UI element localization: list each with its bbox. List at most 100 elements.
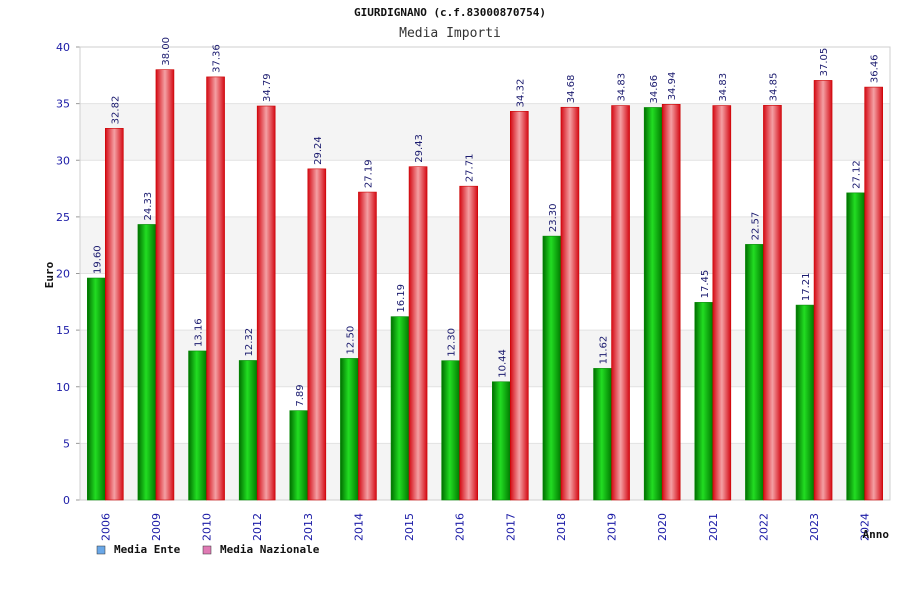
y-tick-label: 5 — [63, 437, 70, 450]
x-tick-label: 2015 — [403, 513, 416, 541]
bar-media-nazionale-2022 — [763, 105, 782, 501]
bar-media-nazionale-2019 — [611, 105, 630, 501]
data-label-media-ente-2019: 11.62 — [599, 336, 610, 365]
x-tick-label: 2010 — [201, 513, 214, 541]
data-label-media-nazionale-2009: 38.00 — [161, 37, 172, 66]
legend-swatch-media-nazionale — [202, 545, 212, 555]
bar-media-nazionale-2015 — [408, 166, 428, 501]
data-label-media-ente-2024: 27.12 — [852, 160, 863, 189]
bar-media-nazionale-2013 — [307, 168, 327, 501]
bar-media-ente-2024 — [846, 192, 865, 501]
data-label-media-nazionale-2019: 34.83 — [617, 73, 628, 102]
bar-media-nazionale-2016 — [459, 185, 478, 501]
data-label-media-ente-2015: 16.19 — [396, 284, 407, 313]
bar-media-nazionale-2014 — [358, 191, 377, 501]
y-tick-label: 15 — [56, 324, 70, 337]
bar-media-nazionale-2018 — [560, 106, 580, 501]
y-tick-label: 10 — [56, 381, 70, 394]
bar-media-nazionale-2023 — [813, 80, 833, 501]
chart-subtitle: Media Importi — [399, 26, 501, 41]
data-label-media-nazionale-2016: 27.71 — [465, 154, 476, 183]
x-tick-label: 2023 — [808, 513, 821, 541]
bar-media-ente-2017 — [492, 381, 511, 501]
bar-media-ente-2015 — [390, 316, 410, 501]
bar-media-ente-2021 — [694, 302, 714, 501]
chart-title: GIURDIGNANO (c.f.83000870754) — [354, 6, 546, 19]
bar-media-nazionale-2010 — [206, 76, 225, 501]
bar-media-ente-2014 — [340, 358, 359, 501]
y-tick-label: 40 — [56, 41, 70, 54]
bar-media-ente-2018 — [542, 235, 562, 501]
data-label-media-nazionale-2017: 34.32 — [515, 79, 526, 108]
data-label-media-nazionale-2024: 36.46 — [870, 54, 881, 83]
data-label-media-ente-2016: 12.30 — [447, 328, 458, 357]
data-label-media-nazionale-2020: 34.94 — [667, 72, 678, 101]
x-tick-label: 2019 — [606, 513, 619, 541]
y-tick-label: 30 — [56, 154, 70, 167]
bar-media-ente-2012 — [238, 360, 258, 501]
x-tick-label: 2021 — [707, 513, 720, 541]
data-label-media-nazionale-2021: 34.83 — [718, 73, 729, 102]
bar-media-nazionale-2009 — [155, 69, 175, 501]
x-axis-label: Anno — [863, 528, 890, 541]
data-label-media-ente-2013: 7.89 — [295, 384, 306, 406]
x-tick-label: 2024 — [859, 513, 872, 541]
legend: Media Ente Media Nazionale — [96, 543, 320, 556]
data-label-media-ente-2020: 34.66 — [649, 75, 660, 104]
data-label-media-ente-2017: 10.44 — [497, 349, 508, 378]
data-label-media-nazionale-2006: 32.82 — [110, 96, 121, 125]
plot-area: 0 5 10 15 20 25 30 35 40 19.60 32.82 2006 24.33 38.00… — [56, 37, 891, 541]
data-label-media-ente-2009: 24.33 — [143, 192, 154, 221]
x-tick-label: 2017 — [504, 513, 517, 541]
data-label-media-nazionale-2023: 37.05 — [819, 48, 830, 77]
data-label-media-nazionale-2013: 29.24 — [313, 136, 324, 165]
data-label-media-ente-2023: 17.21 — [801, 272, 812, 301]
y-tick-label: 25 — [56, 211, 70, 224]
x-tick-label: 2006 — [99, 513, 112, 541]
data-label-media-ente-2006: 19.60 — [92, 245, 103, 274]
bar-media-nazionale-2006 — [105, 128, 124, 501]
data-label-media-ente-2022: 22.57 — [750, 212, 761, 241]
bar-media-ente-2010 — [188, 350, 207, 501]
bar-media-ente-2016 — [441, 360, 460, 501]
y-tick-label: 35 — [56, 98, 70, 111]
y-tick-label: 0 — [63, 494, 70, 507]
x-tick-label: 2018 — [555, 513, 568, 541]
bar-media-ente-2020 — [643, 107, 663, 501]
bar-media-nazionale-2024 — [864, 86, 883, 501]
bar-media-ente-2006 — [87, 277, 106, 501]
bar-media-ente-2019 — [593, 368, 612, 501]
y-tick-label: 20 — [56, 268, 70, 281]
bar-media-nazionale-2021 — [712, 105, 732, 501]
x-tick-label: 2016 — [454, 513, 467, 541]
plot-frame — [79, 46, 891, 501]
data-label-media-ente-2014: 12.50 — [345, 326, 356, 355]
data-label-media-nazionale-2010: 37.36 — [212, 44, 223, 73]
data-label-media-ente-2012: 12.32 — [244, 328, 255, 357]
legend-swatch-media-ente — [96, 545, 106, 555]
data-label-media-nazionale-2015: 29.43 — [414, 134, 425, 163]
x-tick-label: 2020 — [656, 513, 669, 541]
bar-media-nazionale-2017 — [510, 111, 529, 501]
data-label-media-nazionale-2022: 34.85 — [768, 73, 779, 102]
bar-media-ente-2022 — [745, 244, 764, 501]
x-tick-label: 2013 — [302, 513, 315, 541]
y-axis-label: Euro — [43, 261, 56, 288]
bar-media-ente-2023 — [795, 304, 815, 501]
legend-label-media-ente: Media Ente — [114, 543, 181, 556]
data-label-media-nazionale-2018: 34.68 — [566, 75, 577, 104]
data-label-media-ente-2010: 13.16 — [194, 318, 205, 347]
x-tick-label: 2022 — [757, 513, 770, 541]
bar-media-ente-2009 — [137, 224, 157, 501]
legend-label-media-nazionale: Media Nazionale — [220, 543, 320, 556]
bar-media-ente-2013 — [289, 410, 309, 501]
data-label-media-ente-2021: 17.45 — [700, 270, 711, 299]
data-label-media-ente-2018: 23.30 — [548, 203, 559, 232]
x-tick-label: 2014 — [352, 513, 365, 541]
data-label-media-nazionale-2014: 27.19 — [363, 159, 374, 188]
bar-media-nazionale-2012 — [256, 105, 276, 501]
data-label-media-nazionale-2012: 34.79 — [262, 73, 273, 102]
bar-media-nazionale-2020 — [661, 104, 681, 501]
x-tick-label: 2009 — [150, 513, 163, 541]
